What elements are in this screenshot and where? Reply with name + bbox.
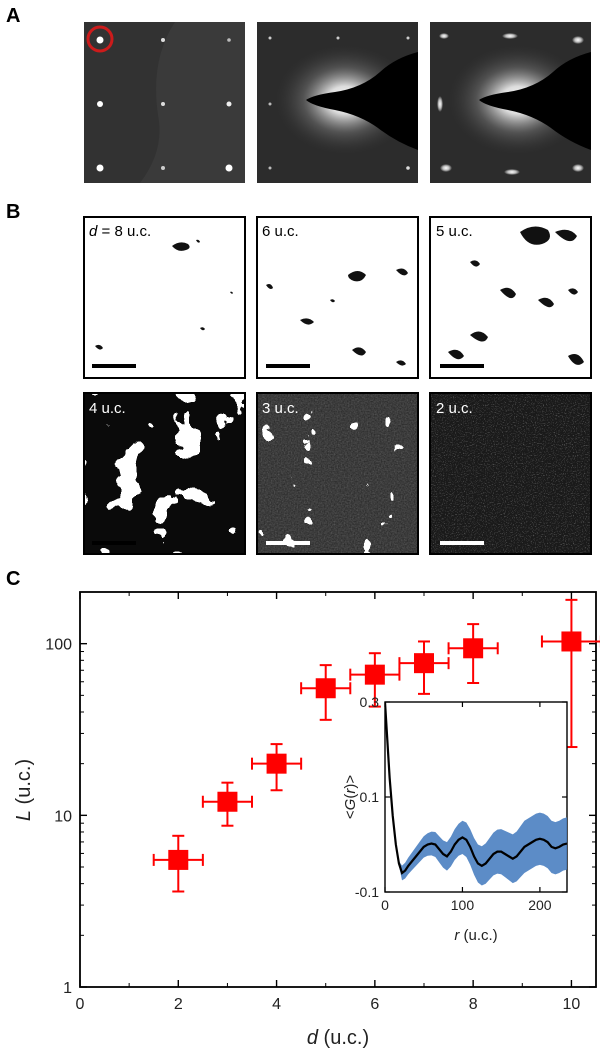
beam-stop <box>306 52 418 150</box>
scale-bar <box>266 364 310 368</box>
scale-bar <box>92 364 136 368</box>
y-tick-label: 10 <box>54 808 72 825</box>
square-marker <box>463 638 484 659</box>
panel-label-a: A <box>6 5 20 27</box>
x-tick-label: 2 <box>174 996 183 1013</box>
square-marker <box>315 678 336 699</box>
y-tick-label: 100 <box>45 637 72 654</box>
square-marker <box>266 753 287 774</box>
image-label: 2 u.c. <box>436 400 473 417</box>
image-label: 5 u.c. <box>436 223 473 240</box>
image-label: 4 u.c. <box>89 400 126 417</box>
main-chart: 0 2 4 6 8 10 1 10 100 d (u.c.) L (u.c.) <box>13 591 600 1049</box>
x-axis-title: d (u.c.) <box>307 1027 369 1049</box>
panel-label-b: B <box>6 201 20 223</box>
x-tick-label: 8 <box>469 996 478 1013</box>
square-marker <box>364 664 385 685</box>
diffraction-spots <box>96 36 233 172</box>
data-point <box>447 623 499 685</box>
diffraction-image-1 <box>84 22 245 183</box>
inset-mean-line <box>385 702 567 875</box>
highlight-circle <box>86 25 114 53</box>
data-point <box>349 652 401 708</box>
x-tick-label: 10 <box>563 996 581 1013</box>
plot-frame <box>79 591 597 988</box>
pfm-image-2uc: 2 u.c. <box>429 392 592 555</box>
data-point <box>300 664 352 721</box>
square-marker <box>561 631 582 652</box>
image-label: 6 u.c. <box>262 223 299 240</box>
data-point <box>398 640 450 695</box>
square-marker <box>168 849 189 870</box>
inset-error-band <box>385 702 567 886</box>
inset-y-tick-label: 0.3 <box>360 694 380 710</box>
inset-x-tick-label: 100 <box>451 897 475 913</box>
y-tick-label: 1 <box>63 980 72 997</box>
diffraction-image-3 <box>430 22 591 183</box>
data-point <box>152 834 204 893</box>
panel-label-c: C <box>6 568 20 590</box>
pfm-image-5uc: 5 u.c. <box>429 216 592 379</box>
data-point <box>540 598 600 749</box>
scale-bar <box>440 364 484 368</box>
inset-y-tick-label: 0.1 <box>360 789 380 805</box>
y-axis-title: L (u.c.) <box>13 759 35 821</box>
inset-x-tick-label: 200 <box>528 897 552 913</box>
inset-y-title: <G(r)> <box>342 775 359 819</box>
diffraction-image-2 <box>257 22 418 183</box>
square-marker <box>414 653 434 674</box>
x-tick-label: 0 <box>76 996 85 1013</box>
scale-bar <box>266 541 310 545</box>
square-marker <box>217 791 238 812</box>
pfm-image-8uc: d = 8 u.c. <box>83 216 246 379</box>
image-label: 3 u.c. <box>262 400 299 417</box>
x-tick-label: 6 <box>370 996 379 1013</box>
beam-stop <box>479 52 591 150</box>
x-tick-label: 4 <box>272 996 281 1013</box>
pfm-image-3uc: 3 u.c. <box>256 392 419 555</box>
image-label: d = 8 u.c. <box>89 223 151 240</box>
data-point <box>201 781 253 827</box>
inset-y-tick-label: -0.1 <box>355 884 379 900</box>
pfm-image-4uc: 4 u.c. <box>83 392 246 555</box>
pfm-image-6uc: 6 u.c. <box>256 216 419 379</box>
scale-bar <box>440 541 484 545</box>
inset-chart: 0 100 200 -0.1 0.1 0.3 r (u.c.) <G(r)> <box>342 694 568 944</box>
inset-x-tick-label: 0 <box>381 897 389 913</box>
inset-x-title: r (u.c.) <box>454 927 497 944</box>
data-point <box>251 743 303 792</box>
scale-bar <box>92 541 136 545</box>
